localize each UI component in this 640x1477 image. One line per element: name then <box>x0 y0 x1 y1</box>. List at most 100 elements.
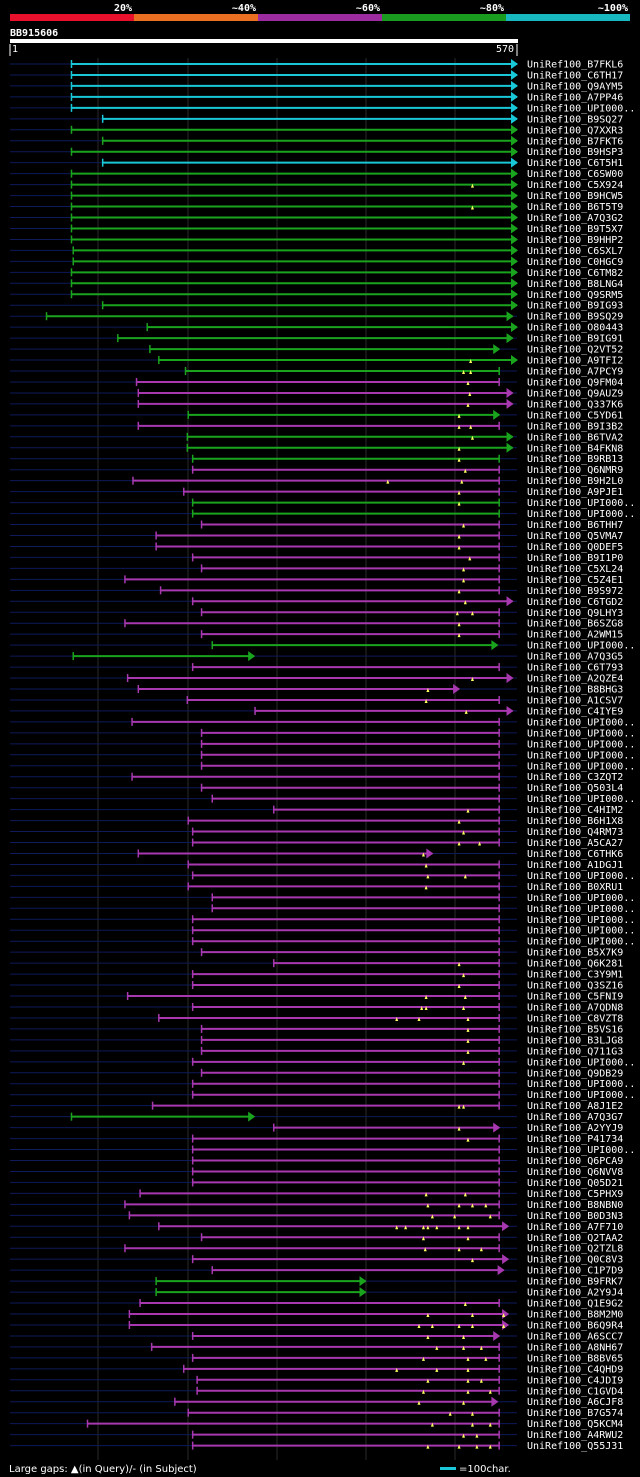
hit-row[interactable]: UniRef100_UPI000.. <box>10 640 635 652</box>
hit-label[interactable]: UniRef100_B0D3N3 <box>527 1211 623 1222</box>
hit-row[interactable]: UniRef100_UPI000.. <box>10 1090 635 1101</box>
hit-row[interactable]: UniRef100_C5FNI9 <box>10 992 623 1003</box>
hit-row[interactable]: UniRef100_B0XRU1 <box>10 882 623 893</box>
hit-row[interactable]: UniRef100_Q2TAA2 <box>10 1233 623 1244</box>
hit-label[interactable]: UniRef100_B4FKN8 <box>527 443 623 454</box>
hit-row[interactable]: UniRef100_C6SW00 <box>10 168 623 181</box>
hit-label[interactable]: UniRef100_C3ZQT2 <box>527 772 623 783</box>
hit-label[interactable]: UniRef100_Q6K281 <box>527 959 623 970</box>
hit-label[interactable]: UniRef100_A7Q3G5 <box>527 652 623 663</box>
hit-label[interactable]: UniRef100_A4RWU2 <box>527 1430 623 1441</box>
hit-label[interactable]: UniRef100_A6SCC7 <box>527 1331 623 1342</box>
hit-row[interactable]: UniRef100_Q6PCA9 <box>10 1156 623 1167</box>
hit-label[interactable]: UniRef100_UPI000.. <box>527 1057 635 1068</box>
hit-row[interactable]: UniRef100_A7QDN8 <box>10 1002 623 1013</box>
hit-label[interactable]: UniRef100_Q7XXR3 <box>527 125 623 136</box>
hit-row[interactable]: UniRef100_C4HIM2 <box>10 805 623 816</box>
hit-row[interactable]: UniRef100_UPI000.. <box>10 750 635 761</box>
hit-label[interactable]: UniRef100_C4JDI9 <box>527 1375 623 1386</box>
hit-row[interactable]: UniRef100_C6TH17 <box>10 69 623 82</box>
hit-row[interactable]: UniRef100_Q503L4 <box>10 783 623 794</box>
hit-row[interactable]: UniRef100_C1GVD4 <box>10 1386 623 1397</box>
hit-label[interactable]: UniRef100_Q9DB29 <box>527 1068 623 1079</box>
hit-label[interactable]: UniRef100_A6CJF8 <box>527 1397 623 1408</box>
hit-label[interactable]: UniRef100_B7FKT6 <box>527 136 623 147</box>
hit-row[interactable]: UniRef100_C8VZT8 <box>10 1013 623 1024</box>
hit-row[interactable]: UniRef100_UPI000.. <box>10 926 635 937</box>
hit-row[interactable]: UniRef100_Q9AYM5 <box>10 80 623 93</box>
hit-label[interactable]: UniRef100_C1GVD4 <box>527 1386 623 1397</box>
hit-row[interactable]: UniRef100_Q4RM73 <box>10 827 623 838</box>
hit-row[interactable]: UniRef100_UPI000.. <box>10 717 635 728</box>
hit-row[interactable]: UniRef100_C6TM82 <box>10 267 623 279</box>
hit-row[interactable]: UniRef100_UPI000.. <box>10 102 635 115</box>
hit-row[interactable]: UniRef100_Q6NVV8 <box>10 1167 623 1178</box>
hit-label[interactable]: UniRef100_Q711G3 <box>527 1046 623 1057</box>
hit-row[interactable]: UniRef100_C5YD61 <box>10 409 623 422</box>
hit-label[interactable]: UniRef100_A7QDN8 <box>527 1002 623 1013</box>
hit-row[interactable]: UniRef100_B9S972 <box>10 586 623 597</box>
hit-row[interactable]: UniRef100_B8BV65 <box>10 1353 623 1364</box>
hit-label[interactable]: UniRef100_C6TM82 <box>527 268 623 279</box>
hit-row[interactable]: UniRef100_B9HCW5 <box>10 190 623 203</box>
hit-row[interactable]: UniRef100_Q711G3 <box>10 1046 623 1057</box>
hit-row[interactable]: UniRef100_B6H1X8 <box>10 816 623 827</box>
hit-row[interactable]: UniRef100_C6T5H1 <box>10 157 623 170</box>
hit-label[interactable]: UniRef100_UPI000.. <box>527 509 635 520</box>
hit-label[interactable]: UniRef100_C5XL24 <box>527 564 623 575</box>
hit-label[interactable]: UniRef100_Q2VT52 <box>527 345 623 356</box>
hit-row[interactable]: UniRef100_B9IG91 <box>10 333 623 345</box>
hit-row[interactable]: UniRef100_P41734 <box>10 1134 623 1145</box>
hit-label[interactable]: UniRef100_B6THH7 <box>527 520 623 531</box>
hit-row[interactable]: UniRef100_B6T5T9 <box>10 201 623 214</box>
hit-label[interactable]: UniRef100_B9H2L0 <box>527 476 623 487</box>
hit-row[interactable]: UniRef100_A2QZE4 <box>10 673 623 685</box>
hit-label[interactable]: UniRef100_C5FNI9 <box>527 992 623 1003</box>
hit-row[interactable]: UniRef100_Q05D21 <box>10 1178 623 1189</box>
hit-row[interactable]: UniRef100_B6THH7 <box>10 520 623 531</box>
hit-label[interactable]: UniRef100_A2YYJ9 <box>527 1123 623 1134</box>
hit-row[interactable]: UniRef100_B9SQ27 <box>10 113 623 126</box>
hit-label[interactable]: UniRef100_B9FRK7 <box>527 1277 623 1288</box>
hit-row[interactable]: UniRef100_B9HHP2 <box>10 234 623 246</box>
hit-row[interactable]: UniRef100_C5X924 <box>10 179 623 192</box>
hit-row[interactable]: UniRef100_C5PHX9 <box>10 1189 623 1200</box>
hit-label[interactable]: UniRef100_Q9SRM5 <box>527 290 623 301</box>
hit-label[interactable]: UniRef100_UPI000.. <box>527 641 635 652</box>
hit-row[interactable]: UniRef100_UPI000.. <box>10 761 635 772</box>
hit-label[interactable]: UniRef100_Q6PCA9 <box>527 1156 623 1167</box>
hit-row[interactable]: UniRef100_C0HGC9 <box>10 256 623 268</box>
hit-row[interactable]: UniRef100_B6SZG8 <box>10 619 623 630</box>
hit-label[interactable]: UniRef100_UPI000.. <box>527 1145 635 1156</box>
hit-label[interactable]: UniRef100_C4HIM2 <box>527 805 623 816</box>
hit-label[interactable]: UniRef100_B6SZG8 <box>527 619 623 630</box>
hit-row[interactable]: UniRef100_B7FKL6 <box>10 59 623 71</box>
hit-label[interactable]: UniRef100_O80443 <box>527 323 623 334</box>
hit-label[interactable]: UniRef100_B9T5X7 <box>527 224 623 235</box>
hit-label[interactable]: UniRef100_A8NH67 <box>527 1342 623 1353</box>
hit-row[interactable]: UniRef100_A7PCY9 <box>10 367 623 378</box>
hit-row[interactable]: UniRef100_B7G574 <box>10 1408 623 1419</box>
hit-row[interactable]: UniRef100_UPI000.. <box>10 893 635 904</box>
hit-row[interactable]: UniRef100_B9HSP3 <box>10 146 623 159</box>
hit-row[interactable]: UniRef100_B6TVA2 <box>10 431 623 444</box>
hit-row[interactable]: UniRef100_Q3SZ16 <box>10 981 623 992</box>
hit-label[interactable]: UniRef100_UPI000.. <box>527 904 635 915</box>
hit-label[interactable]: UniRef100_UPI000.. <box>527 750 635 761</box>
hit-label[interactable]: UniRef100_A7PCY9 <box>527 367 623 378</box>
hit-label[interactable]: UniRef100_B6Q9R4 <box>527 1320 623 1331</box>
hit-label[interactable]: UniRef100_B3LJG8 <box>527 1035 623 1046</box>
hit-label[interactable]: UniRef100_B8LNG4 <box>527 279 623 290</box>
hit-row[interactable]: UniRef100_Q2VT52 <box>10 344 623 356</box>
hit-label[interactable]: UniRef100_C0HGC9 <box>527 257 623 268</box>
hit-row[interactable]: UniRef100_B9RB13 <box>10 454 623 465</box>
hit-label[interactable]: UniRef100_A7Q3G7 <box>527 1112 623 1123</box>
hit-row[interactable]: UniRef100_B8LNG4 <box>10 278 623 290</box>
hit-label[interactable]: UniRef100_A9PJE1 <box>527 487 623 498</box>
hit-row[interactable]: UniRef100_A2WM15 <box>10 630 623 641</box>
hit-label[interactable]: UniRef100_C5YD61 <box>527 410 623 421</box>
hit-row[interactable]: UniRef100_A2Y9J4 <box>10 1287 623 1299</box>
hit-label[interactable]: UniRef100_C5PHX9 <box>527 1189 623 1200</box>
hit-label[interactable]: UniRef100_B9HCW5 <box>527 191 623 202</box>
hit-row[interactable]: UniRef100_A9PJE1 <box>10 487 623 498</box>
